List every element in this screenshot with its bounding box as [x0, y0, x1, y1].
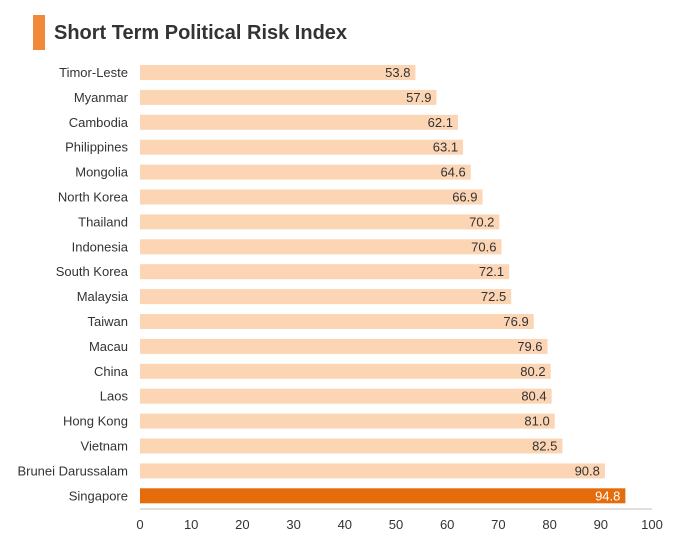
value-label: 80.2 [520, 364, 545, 379]
category-label: Myanmar [74, 90, 129, 105]
value-label: 90.8 [575, 463, 600, 478]
value-label: 64.6 [440, 165, 465, 180]
category-label: Thailand [78, 214, 128, 229]
category-label: Philippines [65, 140, 128, 155]
bar-vietnam [140, 438, 563, 454]
category-label: China [94, 364, 129, 379]
value-label: 94.8 [595, 488, 620, 503]
x-tick-label: 100 [641, 517, 663, 532]
x-tick-label: 80 [542, 517, 556, 532]
bar-thailand [140, 214, 500, 230]
x-tick-label: 70 [491, 517, 505, 532]
category-label: Hong Kong [63, 414, 128, 429]
x-tick-label: 10 [184, 517, 198, 532]
x-tick-label: 60 [440, 517, 454, 532]
category-label: Mongolia [75, 165, 129, 180]
value-label: 53.8 [385, 65, 410, 80]
value-label: 79.6 [517, 339, 542, 354]
value-label: 76.9 [503, 314, 528, 329]
category-label: Singapore [69, 488, 128, 503]
bar-indonesia [140, 239, 502, 255]
value-label: 66.9 [452, 190, 477, 205]
bar-singapore [140, 488, 626, 504]
bar-laos [140, 388, 552, 404]
value-label: 72.1 [479, 264, 504, 279]
category-label: Vietnam [81, 439, 128, 454]
value-label: 57.9 [406, 90, 431, 105]
x-tick-label: 90 [594, 517, 608, 532]
x-tick-label: 30 [286, 517, 300, 532]
x-tick-label: 0 [136, 517, 143, 532]
x-tick-label: 40 [338, 517, 352, 532]
category-label: Indonesia [72, 239, 129, 254]
bar-cambodia [140, 114, 458, 130]
category-label: Macau [89, 339, 128, 354]
bar-taiwan [140, 314, 534, 329]
category-label: Timor-Leste [59, 65, 128, 80]
x-tick-label: 50 [389, 517, 403, 532]
value-label: 81.0 [524, 414, 549, 429]
bar-macau [140, 338, 548, 354]
chart-title: Short Term Political Risk Index [54, 22, 348, 44]
value-label: 82.5 [532, 439, 557, 454]
bar-south-korea [140, 264, 510, 280]
category-label: Laos [100, 389, 129, 404]
category-label: Malaysia [77, 289, 129, 304]
category-label: Taiwan [88, 314, 128, 329]
title-accent-bar [33, 15, 45, 50]
category-label: South Korea [56, 264, 129, 279]
category-label: Brunei Darussalam [17, 463, 128, 478]
bar-philippines [140, 139, 464, 155]
x-tick-label: 20 [235, 517, 249, 532]
value-label: 80.4 [521, 389, 546, 404]
value-label: 63.1 [433, 140, 458, 155]
value-label: 62.1 [428, 115, 453, 130]
bar-china [140, 363, 551, 379]
bar-myanmar [140, 89, 437, 105]
bar-mongolia [140, 164, 471, 180]
bar-north-korea [140, 189, 483, 205]
bar-brunei-darussalam [140, 463, 605, 479]
value-label: 72.5 [481, 289, 506, 304]
category-label: Cambodia [69, 115, 129, 130]
bar-hong-kong [140, 413, 555, 429]
category-label: North Korea [58, 190, 129, 205]
bar-timor-leste [140, 65, 416, 80]
value-label: 70.2 [469, 214, 494, 229]
value-label: 70.6 [471, 239, 496, 254]
bar-malaysia [140, 289, 512, 305]
